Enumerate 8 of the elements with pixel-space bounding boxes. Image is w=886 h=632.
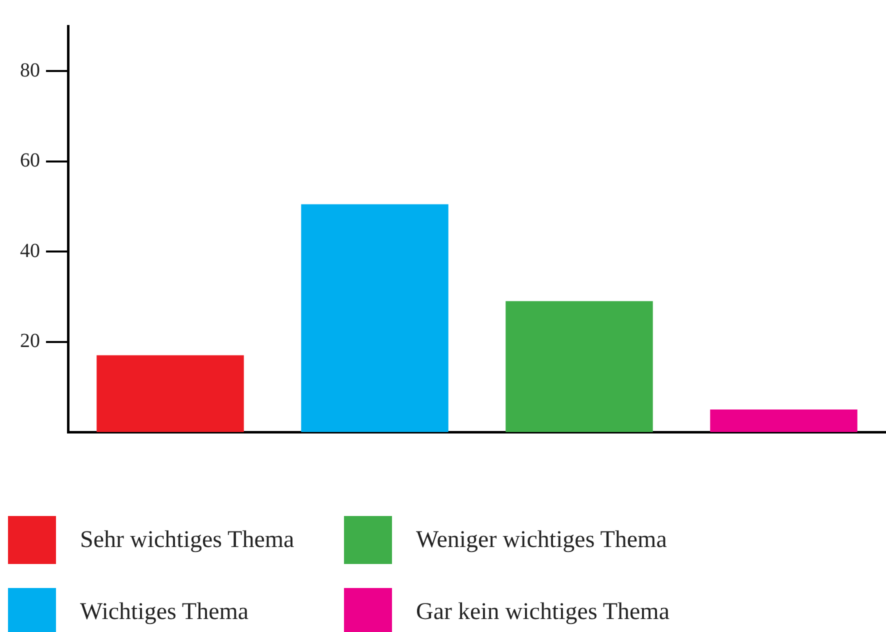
legend-label: Weniger wichtiges Thema bbox=[416, 526, 667, 554]
y-tick-label: 60 bbox=[20, 150, 40, 172]
legend-label: Sehr wichtiges Thema bbox=[80, 526, 294, 554]
y-tick-label: 80 bbox=[20, 59, 40, 82]
legend-label: Gar kein wichtiges Thema bbox=[416, 598, 670, 626]
y-tick-label: 20 bbox=[20, 330, 40, 352]
y-tick-label: 40 bbox=[20, 240, 40, 262]
legend-label: Wichtiges Thema bbox=[80, 598, 249, 626]
